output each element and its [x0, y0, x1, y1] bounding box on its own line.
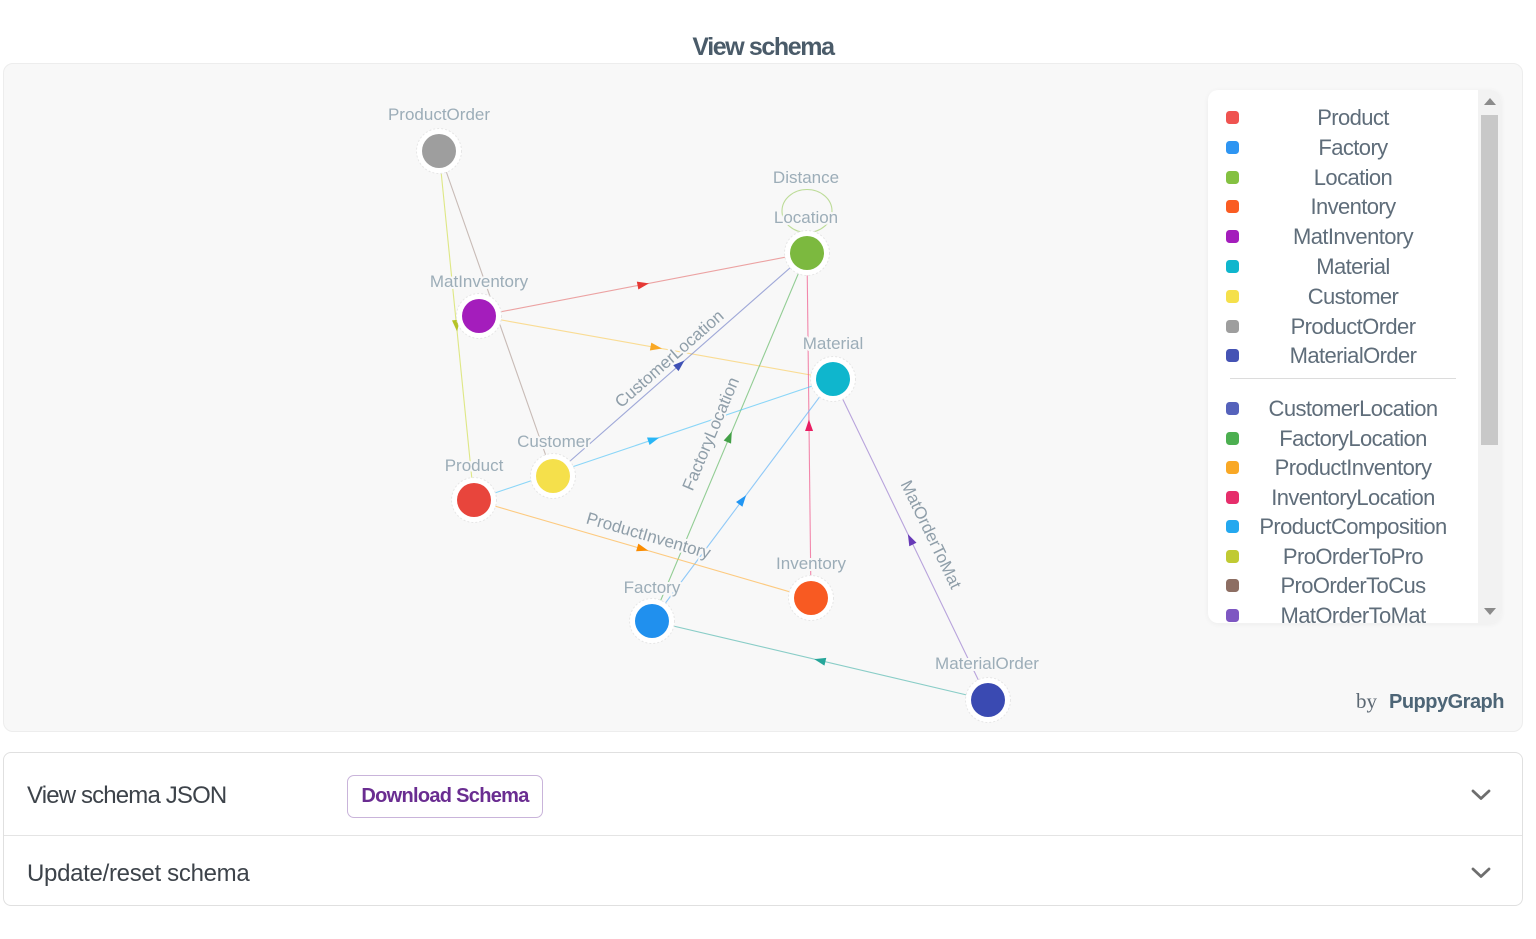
svg-text:Distance: Distance — [773, 168, 839, 187]
svg-text:ProductOrder: ProductOrder — [388, 105, 490, 124]
svg-text:Material: Material — [803, 334, 863, 353]
svg-text:Product: Product — [445, 456, 504, 475]
svg-text:MatOrderToMat: MatOrderToMat — [897, 477, 966, 592]
svg-text:Factory: Factory — [624, 578, 681, 597]
svg-text:Inventory: Inventory — [776, 554, 846, 573]
svg-text:FactoryLocation: FactoryLocation — [679, 374, 743, 493]
svg-text:ProductInventory: ProductInventory — [584, 509, 713, 563]
svg-text:MatInventory: MatInventory — [430, 272, 529, 291]
svg-text:Customer: Customer — [517, 432, 591, 451]
svg-text:MaterialOrder: MaterialOrder — [935, 654, 1039, 673]
svg-text:CustomerLocation: CustomerLocation — [611, 306, 727, 411]
svg-text:Location: Location — [774, 208, 838, 227]
